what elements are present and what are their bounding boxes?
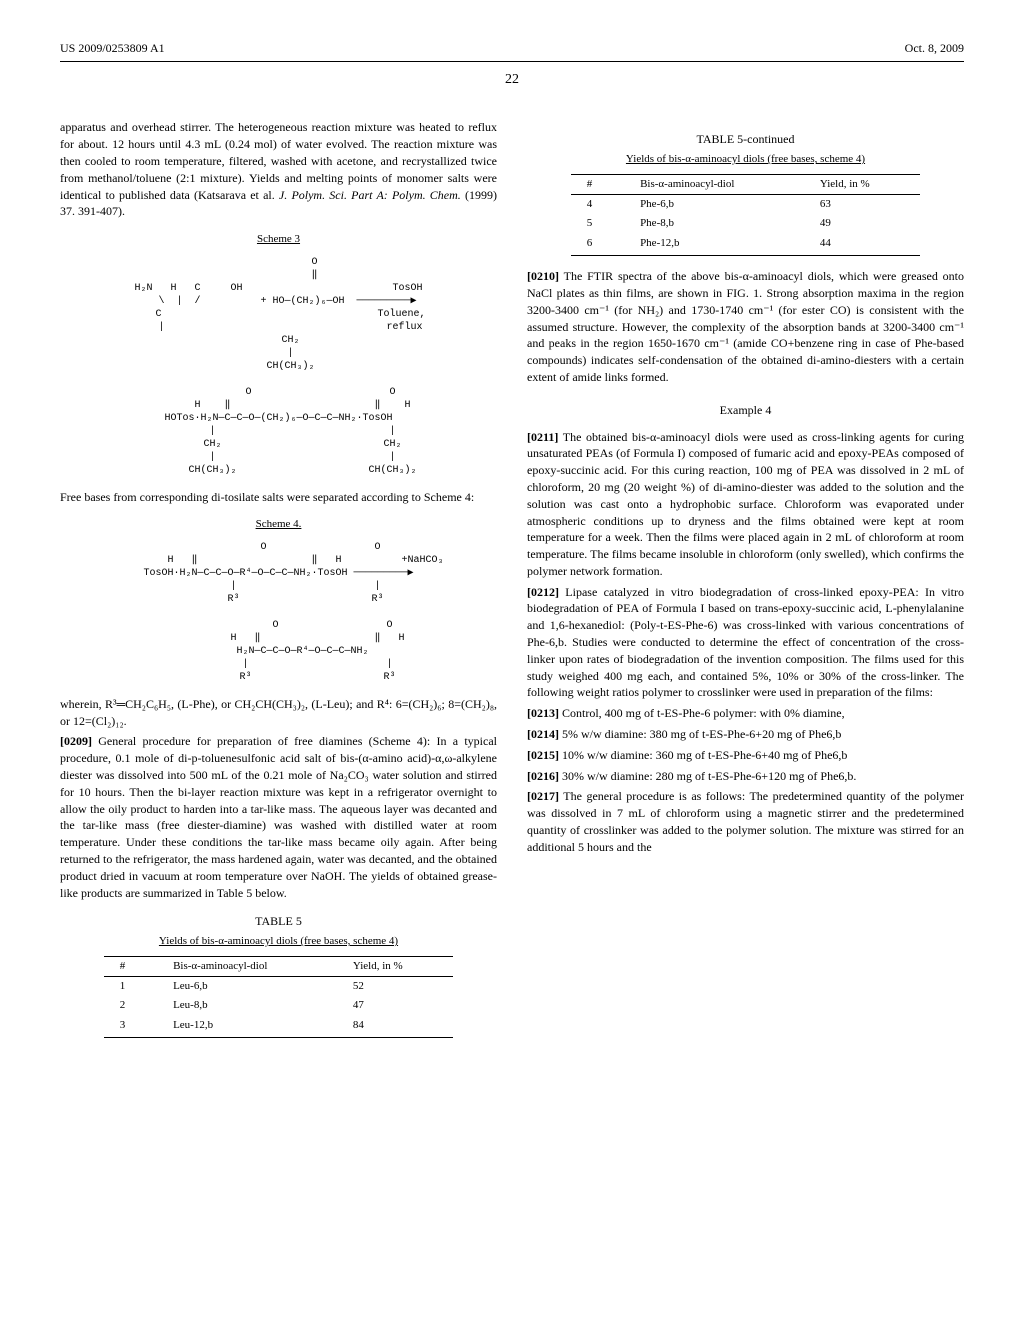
free-bases-text: Free bases from corresponding di-tosilat… bbox=[60, 489, 497, 506]
table-row: 2Leu-8,b47 bbox=[104, 996, 454, 1015]
journal-citation: J. Polym. Sci. Part A: Polym. Chem. bbox=[279, 188, 461, 202]
table-5-cont-title: TABLE 5-continued bbox=[527, 131, 964, 148]
scheme-3-structure: O ‖ H₂N H C OH TosOH \ | / + HO—(CH₂)₆—O… bbox=[60, 256, 497, 477]
table-row: 3Leu-12,b84 bbox=[104, 1016, 454, 1038]
paragraph-0213: [0213] Control, 400 mg of t-ES-Phe-6 pol… bbox=[527, 705, 964, 722]
intro-paragraph: apparatus and overhead stirrer. The hete… bbox=[60, 119, 497, 220]
paragraph-0212: [0212] Lipase catalyzed in vitro biodegr… bbox=[527, 584, 964, 702]
right-column: TABLE 5-continued Yields of bis-α-aminoa… bbox=[527, 119, 964, 1038]
table-5: # Bis-α-aminoacyl-diol Yield, in % 1Leu-… bbox=[104, 956, 454, 1039]
table-5-title: TABLE 5 bbox=[60, 913, 497, 930]
scheme-4-label: Scheme 4. bbox=[60, 517, 497, 532]
para-number: [0213] bbox=[527, 706, 559, 720]
para-number: [0212] bbox=[527, 585, 559, 599]
table-col-header: # bbox=[104, 956, 157, 976]
table-col-header: Yield, in % bbox=[337, 956, 453, 976]
para-number: [0216] bbox=[527, 769, 559, 783]
table-row: 5Phe-8,b49 bbox=[571, 214, 921, 233]
scheme-4-structure: O O H ‖ ‖ H +NaHCO₃ TosOH·H₂N—C—C—O—R⁴—O… bbox=[60, 541, 497, 684]
example-4-heading: Example 4 bbox=[527, 402, 964, 419]
para-number: [0211] bbox=[527, 430, 558, 444]
scheme-3-label: Scheme 3 bbox=[60, 232, 497, 247]
paragraph-0211: [0211] The obtained bis-α-aminoacyl diol… bbox=[527, 429, 964, 580]
table-5-subtitle: Yields of bis-α-aminoacyl diols (free ba… bbox=[60, 934, 497, 949]
table-col-header: # bbox=[571, 174, 624, 194]
table-col-header: Yield, in % bbox=[804, 174, 920, 194]
paragraph-0217: [0217] The general procedure is as follo… bbox=[527, 788, 964, 855]
two-column-layout: apparatus and overhead stirrer. The hete… bbox=[60, 119, 964, 1038]
table-5-continued: # Bis-α-aminoacyl-diol Yield, in % 4Phe-… bbox=[571, 174, 921, 257]
paragraph-0214: [0214] 5% w/w diamine: 380 mg of t-ES-Ph… bbox=[527, 726, 964, 743]
paragraph-0210: [0210] The FTIR spectra of the above bis… bbox=[527, 268, 964, 386]
para-number: [0209] bbox=[60, 734, 92, 748]
paragraph-0215: [0215] 10% w/w diamine: 360 mg of t-ES-P… bbox=[527, 747, 964, 764]
table-col-header: Bis-α-aminoacyl-diol bbox=[157, 956, 337, 976]
page-number: 22 bbox=[60, 70, 964, 90]
para-number: [0217] bbox=[527, 789, 559, 803]
table-5-cont-subtitle: Yields of bis-α-aminoacyl diols (free ba… bbox=[527, 152, 964, 167]
page-header: US 2009/0253809 A1 Oct. 8, 2009 bbox=[60, 40, 964, 62]
para-number: [0210] bbox=[527, 269, 559, 283]
wherein-text: wherein, R³═CH₂C₆H₅, (L-Phe), or CH₂CH(C… bbox=[60, 696, 497, 730]
para-number: [0214] bbox=[527, 727, 559, 741]
table-row: 4Phe-6,b63 bbox=[571, 194, 921, 214]
paragraph-0209: [0209] General procedure for preparation… bbox=[60, 733, 497, 901]
left-column: apparatus and overhead stirrer. The hete… bbox=[60, 119, 497, 1038]
publication-date: Oct. 8, 2009 bbox=[905, 40, 964, 57]
paragraph-0216: [0216] 30% w/w diamine: 280 mg of t-ES-P… bbox=[527, 768, 964, 785]
table-row: 1Leu-6,b52 bbox=[104, 976, 454, 996]
patent-number: US 2009/0253809 A1 bbox=[60, 40, 165, 57]
table-row: 6Phe-12,b44 bbox=[571, 234, 921, 256]
para-number: [0215] bbox=[527, 748, 559, 762]
table-col-header: Bis-α-aminoacyl-diol bbox=[624, 174, 804, 194]
